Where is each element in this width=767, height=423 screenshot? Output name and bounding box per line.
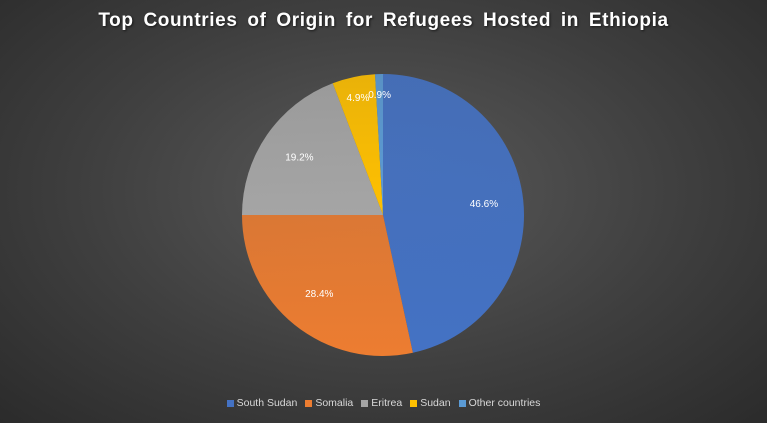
data-label-south-sudan: 46.6%: [470, 199, 498, 210]
legend-swatch-somalia: [305, 399, 313, 407]
legend-swatch-other-countries: [458, 399, 466, 407]
legend-item-eritrea: Eritrea: [361, 397, 402, 409]
data-label-somalia: 28.4%: [305, 289, 333, 300]
legend-item-other-countries: Other countries: [458, 397, 541, 409]
pie-slice-eritrea: [242, 83, 383, 216]
data-label-sudan: 4.9%: [347, 93, 370, 104]
legend-label-somalia: Somalia: [315, 397, 354, 409]
legend-label-eritrea: Eritrea: [371, 397, 403, 409]
data-label-eritrea: 19.2%: [285, 152, 313, 163]
legend-item-sudan: Sudan: [410, 397, 451, 409]
pie-slice-somalia: [241, 215, 413, 356]
legend-item-south-sudan: South Sudan: [226, 397, 298, 409]
legend: South Sudan Somalia Eritrea Sudan Other …: [0, 397, 767, 409]
pie-slice-other-countries: [375, 74, 383, 215]
pie-slice-sudan: [332, 74, 383, 216]
pie-slice-south-sudan: [383, 74, 524, 353]
legend-swatch-eritrea: [361, 399, 369, 407]
chart-title: Top Countries of Origin for Refugees Hos…: [98, 10, 669, 31]
data-label-other-countries: 0.9%: [368, 90, 391, 101]
legend-swatch-sudan: [410, 399, 418, 407]
legend-item-somalia: Somalia: [305, 397, 353, 409]
legend-label-other-countries: Other countries: [468, 397, 541, 409]
legend-label-south-sudan: South Sudan: [236, 397, 298, 409]
legend-label-sudan: Sudan: [420, 397, 451, 409]
legend-swatch-south-sudan: [226, 399, 234, 407]
